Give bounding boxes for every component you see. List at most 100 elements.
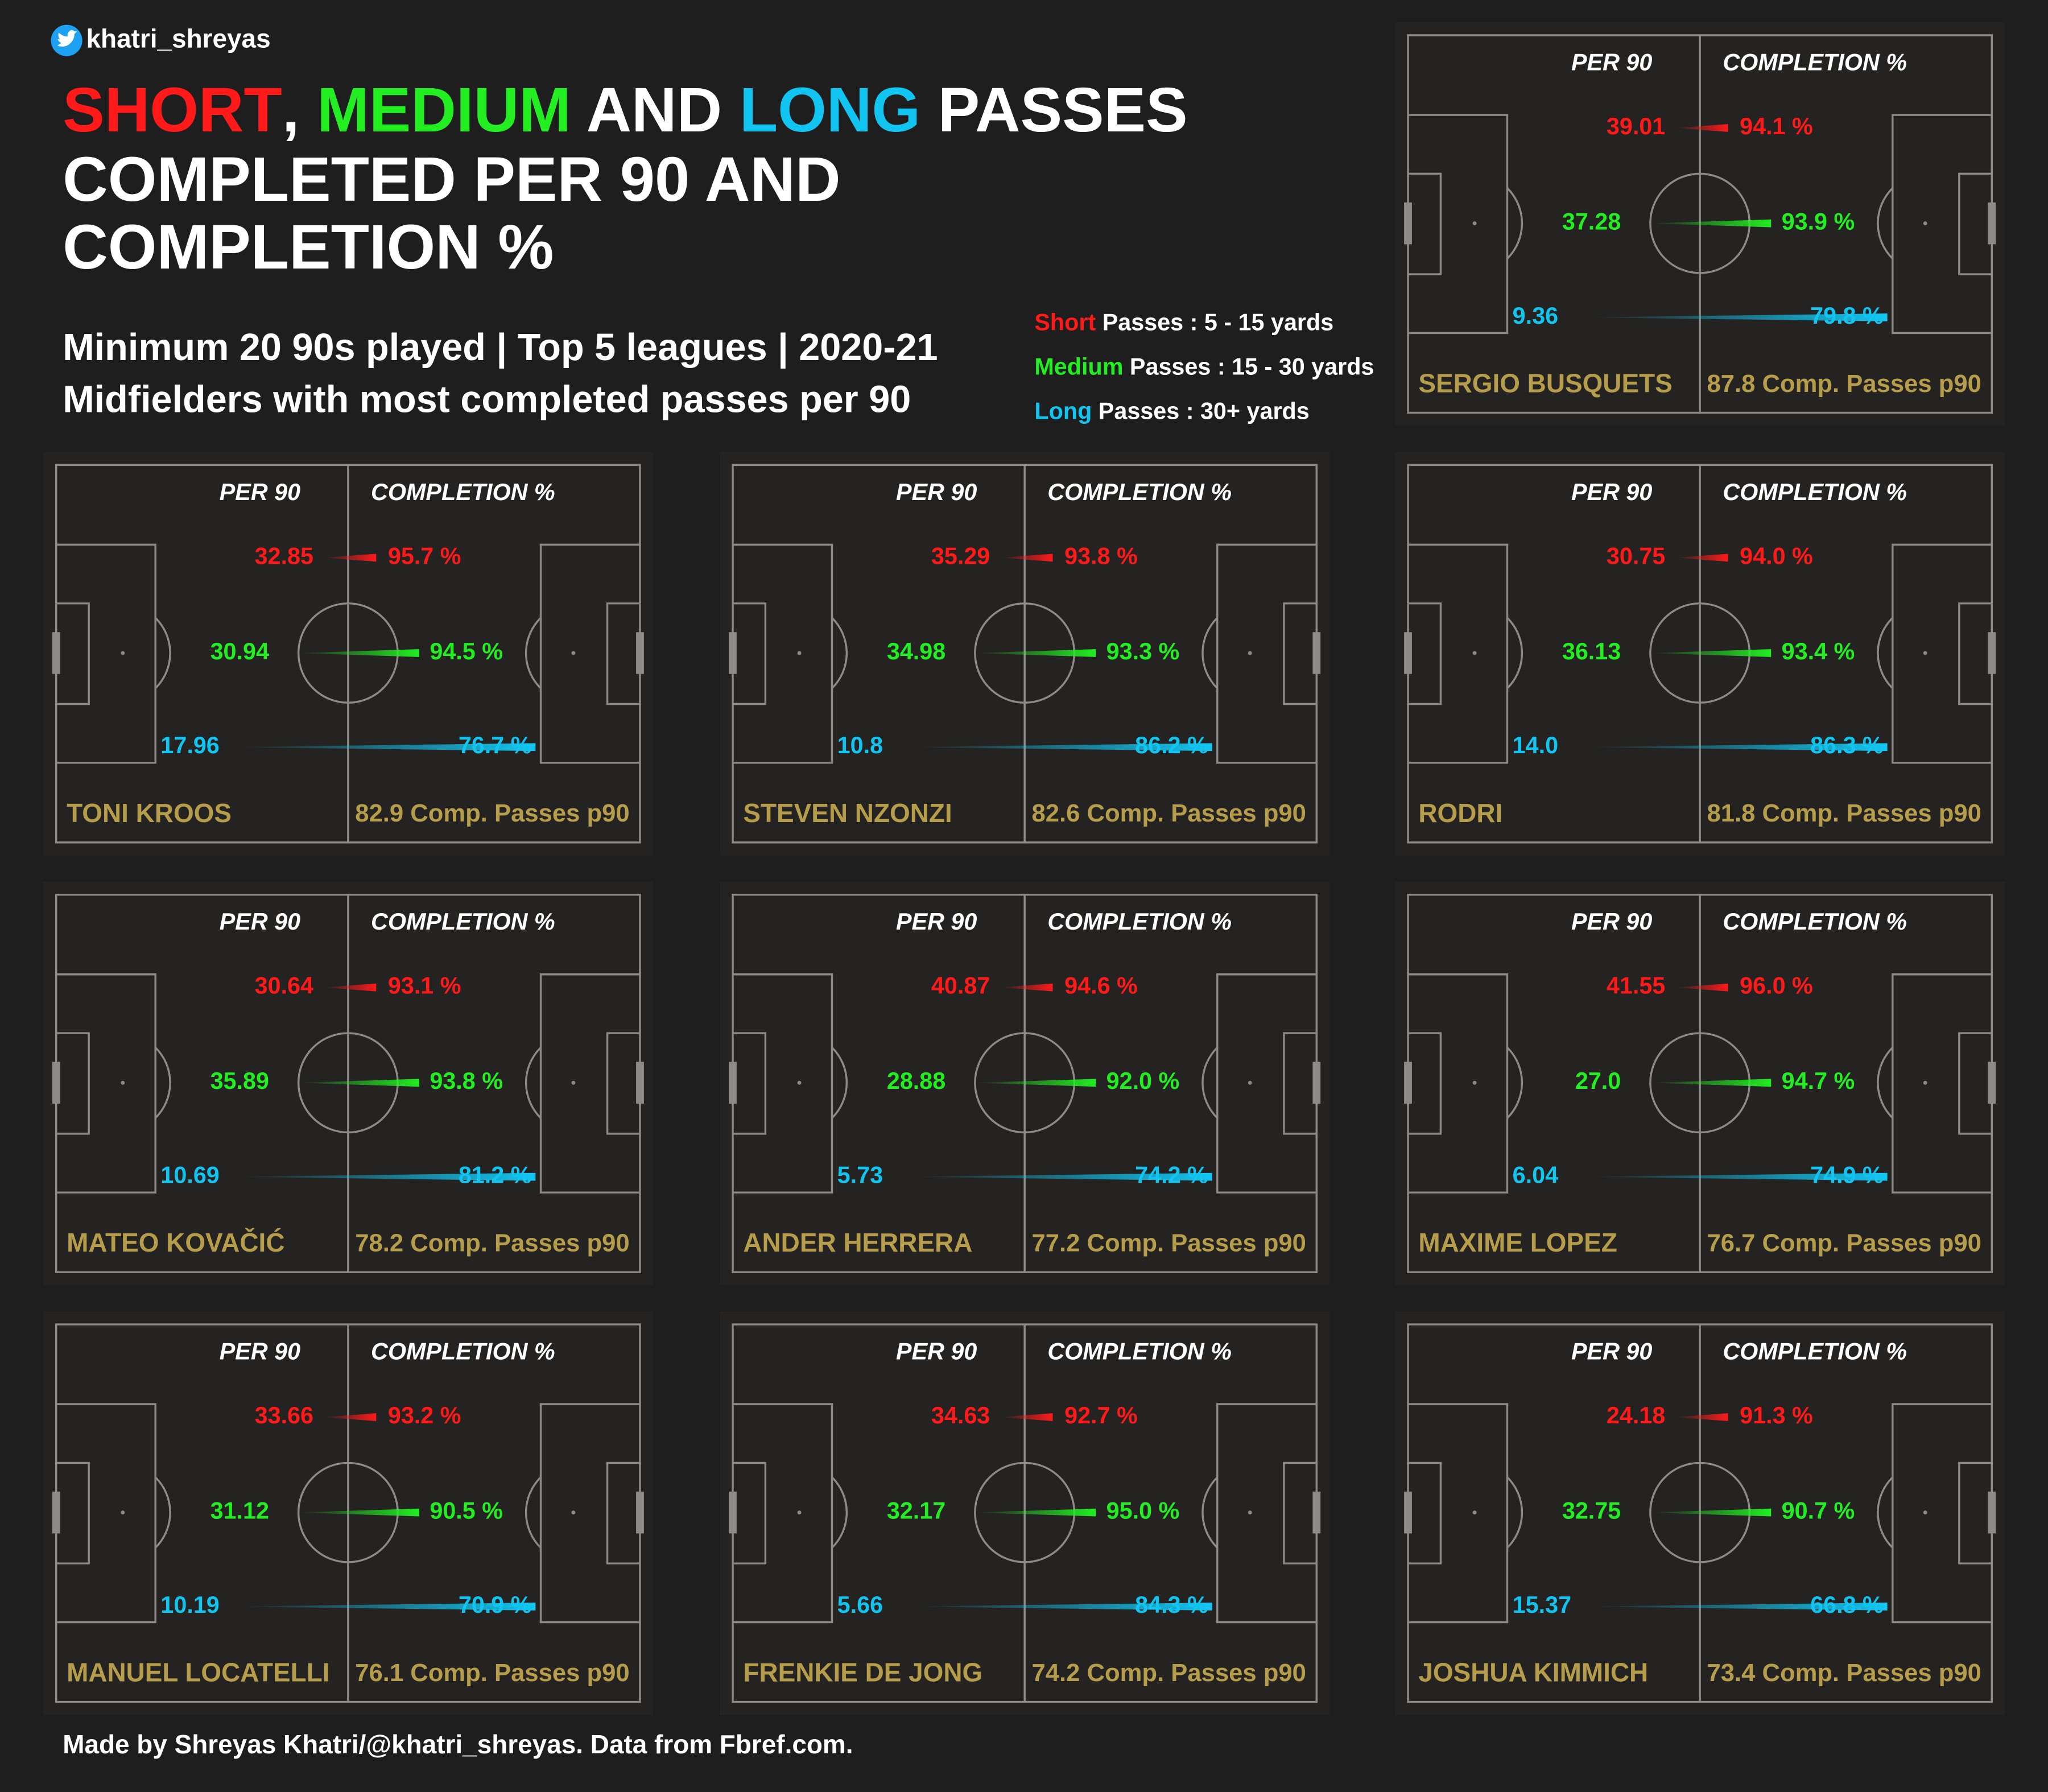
column-header: PER 90 bbox=[896, 1338, 977, 1364]
total-passes: 78.2 Comp. Passes p90 bbox=[355, 1230, 629, 1257]
goal-box bbox=[1408, 1461, 1442, 1564]
per90-value: 5.73 bbox=[837, 1162, 883, 1188]
subtitle: Midfielders with most completed passes p… bbox=[63, 379, 911, 421]
per90-value: 6.04 bbox=[1513, 1162, 1558, 1188]
penalty-box bbox=[1216, 973, 1317, 1194]
pass-wedge bbox=[909, 1603, 1212, 1611]
penalty-box bbox=[1892, 543, 1992, 764]
penalty-arc bbox=[1506, 617, 1523, 689]
title-line-3: COMPLETION % bbox=[63, 212, 554, 282]
pass-wedge bbox=[1584, 1172, 1888, 1181]
player-panel: PER 90 COMPLETION % 30.64 93.1 % 35.89 93.8 %… bbox=[43, 881, 653, 1286]
goal bbox=[52, 1491, 60, 1534]
penalty-arc bbox=[1506, 187, 1523, 259]
goal-box bbox=[733, 1032, 767, 1135]
goal-box bbox=[1958, 172, 1992, 275]
per90-value: 30.75 bbox=[1607, 543, 1665, 569]
goal bbox=[1988, 202, 1996, 245]
subtitle: Minimum 20 90s played | Top 5 leagues | … bbox=[63, 327, 938, 369]
legend-text: Passes : 5 - 15 yards bbox=[1096, 309, 1333, 335]
per90-value: 35.29 bbox=[931, 543, 990, 569]
penalty-spot bbox=[1248, 651, 1252, 655]
goal-box bbox=[733, 602, 767, 705]
total-passes: 82.9 Comp. Passes p90 bbox=[355, 800, 629, 827]
pass-wedge bbox=[1649, 649, 1772, 657]
total-passes: 76.7 Comp. Passes p90 bbox=[1707, 1230, 1981, 1257]
completion-value: 92.0 % bbox=[1106, 1068, 1180, 1094]
panels: PER 90 COMPLETION % 39.01 94.1 % 37.28 93.9 %… bbox=[43, 22, 2005, 1715]
pass-wedge bbox=[1649, 1079, 1772, 1087]
penalty-box bbox=[1216, 543, 1317, 764]
player-name: JOSHUA KIMMICH bbox=[1418, 1657, 1648, 1687]
goal bbox=[636, 632, 644, 674]
title-line-2: COMPLETED PER 90 AND bbox=[63, 144, 840, 214]
goal bbox=[1988, 632, 1996, 674]
goal bbox=[729, 632, 737, 674]
legend-entry: Long Passes : 30+ yards bbox=[1034, 398, 1309, 424]
penalty-arc bbox=[525, 1047, 542, 1119]
per90-value: 32.17 bbox=[887, 1498, 945, 1524]
pass-wedge bbox=[1584, 1603, 1888, 1611]
penalty-spot bbox=[121, 651, 125, 655]
per90-value: 14.0 bbox=[1513, 732, 1558, 758]
goal-box bbox=[1283, 602, 1317, 705]
pass-wedge bbox=[909, 743, 1212, 752]
penalty-arc bbox=[1201, 1476, 1219, 1549]
per90-value: 10.19 bbox=[160, 1592, 219, 1618]
goal-box bbox=[1958, 602, 1992, 705]
player-panel: PER 90 COMPLETION % 34.63 92.7 % 32.17 95.0 %… bbox=[720, 1311, 1330, 1715]
total-passes: 74.2 Comp. Passes p90 bbox=[1032, 1659, 1306, 1687]
column-header: PER 90 bbox=[1571, 49, 1652, 75]
footer: Made by Shreyas Khatri/@khatri_shreyas. … bbox=[63, 1729, 853, 1759]
player-name: ANDER HERRERA bbox=[743, 1228, 972, 1257]
goal-box bbox=[1408, 602, 1442, 705]
penalty-arc bbox=[1506, 1476, 1523, 1549]
goal-box bbox=[56, 602, 90, 705]
legend-word: Long bbox=[1034, 398, 1092, 424]
player-name: SERGIO BUSQUETS bbox=[1418, 368, 1672, 398]
title-rest: PASSES bbox=[920, 75, 1187, 145]
title-sep: AND bbox=[571, 75, 740, 145]
player-panel: PER 90 COMPLETION % 30.75 94.0 % 36.13 93.4 %… bbox=[1395, 452, 2005, 856]
player-panel: PER 90 COMPLETION % 35.29 93.8 % 34.98 93.3 %… bbox=[720, 452, 1330, 856]
penalty-spot bbox=[1923, 1510, 1927, 1515]
twitter-bird bbox=[57, 30, 77, 47]
goal bbox=[729, 1062, 737, 1104]
pass-wedge bbox=[232, 1603, 536, 1611]
penalty-arc bbox=[1201, 1047, 1219, 1119]
per90-value: 15.37 bbox=[1513, 1592, 1571, 1618]
completion-value: 76.7 % bbox=[459, 732, 532, 758]
completion-value: 96.0 % bbox=[1740, 973, 1813, 999]
per90-value: 27.0 bbox=[1575, 1068, 1621, 1094]
per90-value: 5.66 bbox=[837, 1592, 883, 1618]
goal bbox=[1312, 1491, 1321, 1534]
completion-value: 93.9 % bbox=[1782, 209, 1855, 235]
player-name: RODRI bbox=[1418, 798, 1502, 828]
column-header: PER 90 bbox=[896, 909, 977, 935]
pass-wedge bbox=[1675, 554, 1728, 562]
completion-value: 86.3 % bbox=[1810, 732, 1884, 758]
column-header: COMPLETION % bbox=[1723, 49, 1907, 75]
completion-value: 94.7 % bbox=[1782, 1068, 1855, 1094]
penalty-box bbox=[733, 1403, 833, 1624]
goal bbox=[1988, 1491, 1996, 1534]
pass-wedge bbox=[232, 743, 536, 752]
penalty-box bbox=[1408, 543, 1509, 764]
column-header: PER 90 bbox=[220, 909, 300, 935]
player-name: FRENKIE DE JONG bbox=[743, 1657, 982, 1687]
total-passes: 73.4 Comp. Passes p90 bbox=[1707, 1659, 1981, 1687]
total-passes: 76.1 Comp. Passes p90 bbox=[355, 1659, 629, 1687]
goal bbox=[52, 1062, 60, 1104]
penalty-arc bbox=[1877, 1047, 1893, 1119]
penalty-box bbox=[56, 543, 156, 764]
penalty-arc bbox=[831, 1047, 848, 1119]
player-panel: PER 90 COMPLETION % 32.85 95.7 % 30.94 94.5 %… bbox=[43, 452, 653, 856]
pass-wedge bbox=[324, 1413, 377, 1421]
title-medium: MEDIUM bbox=[317, 75, 571, 145]
goal-box bbox=[606, 1461, 640, 1564]
completion-value: 66.8 % bbox=[1810, 1592, 1884, 1618]
per90-value: 33.66 bbox=[255, 1402, 313, 1428]
legend: Short Passes : 5 - 15 yards Medium Passes… bbox=[1034, 309, 1374, 424]
penalty-spot bbox=[797, 1080, 802, 1085]
per90-value: 30.94 bbox=[210, 638, 269, 664]
